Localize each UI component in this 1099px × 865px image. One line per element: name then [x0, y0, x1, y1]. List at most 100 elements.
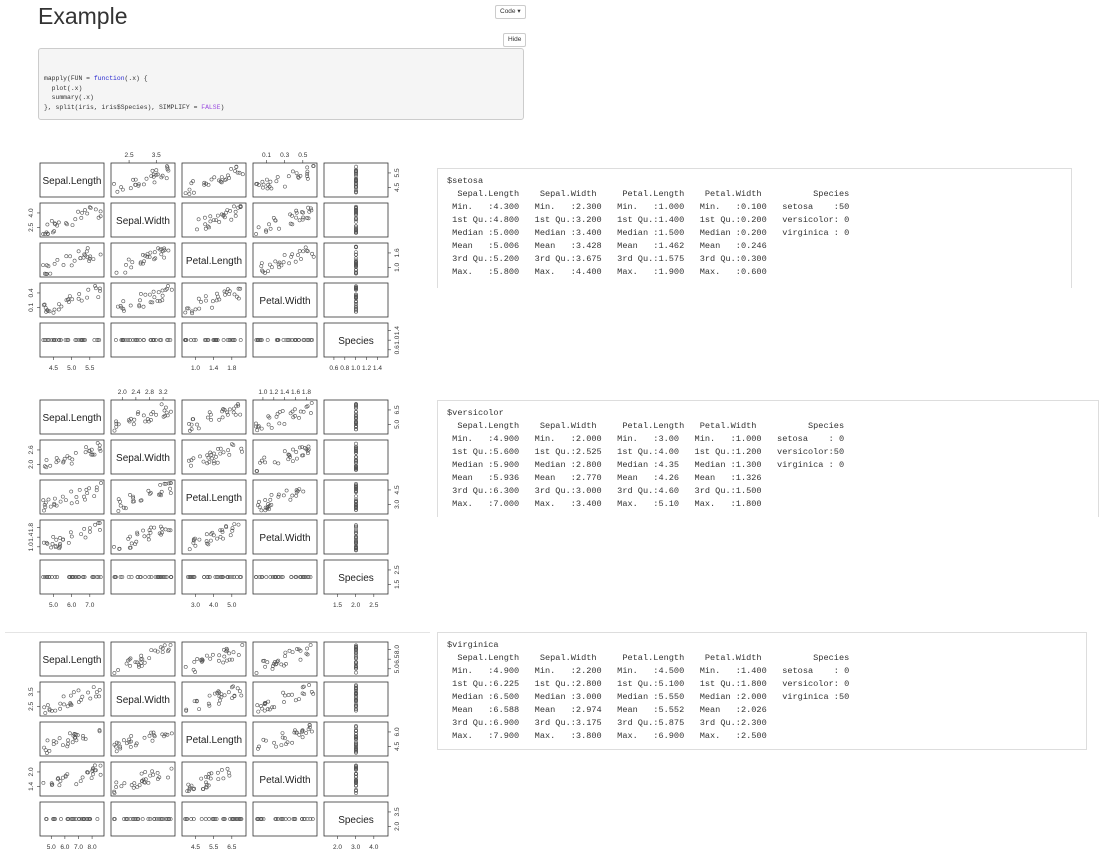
data-point: [354, 256, 358, 261]
data-point: [112, 791, 117, 795]
data-point: [282, 253, 287, 257]
data-point: [123, 270, 128, 275]
axis-tick-label: 5.0: [227, 602, 236, 609]
data-point: [354, 403, 358, 408]
data-point: [290, 650, 295, 655]
data-point: [267, 184, 272, 189]
data-point: [69, 461, 74, 466]
data-point: [41, 498, 46, 503]
data-point: [56, 307, 61, 312]
data-point: [87, 259, 92, 263]
data-point: [191, 787, 196, 792]
data-point: [216, 658, 221, 663]
hide-code-button[interactable]: Hide: [503, 33, 527, 47]
pairs-panel: [110, 519, 176, 555]
data-point: [112, 817, 116, 821]
data-point: [294, 730, 299, 735]
data-point: [131, 496, 136, 501]
data-point: [284, 338, 289, 342]
data-point: [284, 488, 289, 493]
data-point: [116, 422, 121, 427]
data-point: [159, 252, 164, 257]
data-point: [274, 744, 279, 749]
data-point: [301, 249, 306, 254]
data-point: [168, 528, 173, 533]
data-point: [69, 693, 73, 698]
data-point: [354, 779, 358, 784]
data-point: [54, 460, 59, 465]
data-point: [292, 730, 297, 735]
data-point: [256, 338, 261, 342]
data-point: [79, 817, 84, 821]
data-point: [67, 300, 71, 304]
pairs-panel: [323, 681, 389, 717]
data-point: [354, 406, 358, 411]
data-point: [354, 419, 358, 424]
data-point: [207, 693, 212, 698]
data-point: [215, 213, 220, 218]
data-point: [205, 541, 210, 546]
data-point: [354, 530, 358, 535]
data-point: [114, 785, 119, 789]
data-point: [54, 503, 59, 508]
data-point: [354, 765, 358, 770]
data-point: [42, 540, 46, 545]
data-point: [158, 483, 163, 487]
pairs-panel: [39, 399, 105, 435]
data-point: [43, 271, 47, 276]
summary-output-virginica: $virginica Sepal.Length Sepal.Width Peta…: [437, 632, 1087, 750]
data-point: [234, 294, 239, 299]
data-point: [222, 178, 227, 182]
data-point: [354, 211, 358, 216]
axis-tick-label: 1.0: [258, 389, 267, 396]
data-point: [193, 543, 198, 548]
data-point: [254, 232, 259, 236]
data-point: [263, 460, 268, 465]
pairs-panel: [252, 801, 318, 837]
code-button-label: Code: [500, 8, 516, 15]
variable-label: Sepal.Length: [43, 655, 102, 666]
data-point: [233, 214, 238, 218]
data-point: [259, 458, 264, 463]
data-point: [231, 410, 236, 415]
data-point: [230, 526, 235, 531]
data-point: [51, 534, 56, 539]
pairs-panel: [181, 242, 247, 278]
data-point: [58, 701, 63, 706]
data-point: [354, 707, 358, 712]
axis-tick-label: 5.5: [209, 844, 218, 851]
pairs-panel: [252, 322, 318, 358]
data-point: [138, 661, 143, 666]
axis-tick-label: 6.0: [394, 727, 401, 736]
data-point: [188, 338, 193, 342]
data-point: [51, 742, 56, 747]
data-point: [310, 251, 315, 256]
data-point: [152, 250, 157, 255]
summary-output-setosa: $setosa Sepal.Length Sepal.Width Petal.L…: [437, 168, 1072, 288]
axis-tick-label: 1.2: [362, 365, 371, 372]
data-point: [274, 179, 279, 184]
data-point: [159, 532, 164, 537]
code-dropdown-button[interactable]: Code ▾: [495, 5, 526, 19]
data-point: [354, 545, 358, 550]
data-point: [221, 776, 226, 781]
data-point: [116, 509, 121, 513]
data-point: [92, 494, 97, 499]
data-point: [91, 685, 96, 690]
data-point: [306, 444, 311, 449]
data-point: [218, 179, 223, 184]
data-point: [354, 698, 358, 703]
data-point: [159, 489, 164, 494]
data-point: [262, 658, 267, 663]
data-point: [134, 338, 139, 342]
data-point: [150, 738, 155, 743]
data-point: [93, 522, 98, 527]
data-point: [354, 694, 358, 699]
pairs-plot: Sepal.Length Sepal.Width Petal.Length Petal…: [28, 389, 401, 609]
data-point: [71, 690, 76, 695]
axis-tick-label: 2.5: [394, 565, 401, 574]
data-point: [354, 708, 358, 713]
data-point: [273, 218, 278, 223]
data-point: [236, 296, 241, 301]
data-point: [192, 699, 197, 704]
